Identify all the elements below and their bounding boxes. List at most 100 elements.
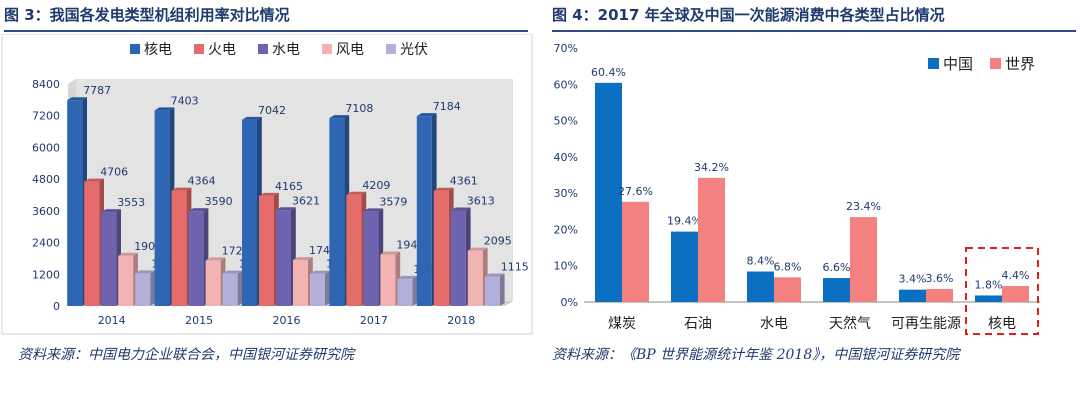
legend-label: 光伏 (400, 42, 428, 58)
bar-top (188, 208, 209, 212)
legend-swatch (258, 44, 268, 54)
legend-swatch (386, 44, 396, 54)
data-label: 60.4% (591, 66, 626, 79)
bar (467, 250, 483, 306)
data-label: 7184 (433, 100, 461, 113)
bar-side (150, 270, 155, 306)
x-tick-label: 2015 (185, 314, 213, 327)
data-label: 3590 (205, 195, 233, 208)
bar-top (154, 107, 175, 111)
data-label: 34.2% (694, 161, 729, 174)
legend-swatch (130, 44, 140, 54)
y-tick-label: 8400 (32, 78, 60, 91)
bar (1002, 286, 1029, 302)
y-tick-label: 3600 (32, 205, 60, 218)
bar (276, 210, 291, 306)
bar-top (329, 115, 350, 119)
data-label: 1.8% (975, 278, 1003, 291)
data-label: 3621 (292, 194, 320, 207)
data-label: 3553 (117, 196, 145, 209)
bar-top (84, 178, 104, 182)
y-tick-label: 40% (554, 151, 578, 164)
bar (101, 212, 117, 306)
x-tick-label: 2018 (447, 314, 475, 327)
y-tick-label: 4800 (32, 173, 60, 186)
x-tick-label: 石油 (684, 316, 712, 332)
data-label: 23.4% (846, 200, 881, 213)
bar-top (135, 270, 155, 274)
bar (747, 271, 774, 302)
y-tick-label: 20% (554, 223, 578, 236)
data-label: 3.4% (899, 273, 927, 286)
data-label: 6.8% (774, 260, 802, 273)
bar (899, 289, 926, 302)
bar (622, 201, 649, 302)
x-tick-label: 煤炭 (608, 316, 636, 332)
y-tick-label: 10% (554, 260, 578, 273)
legend-label: 水电 (272, 42, 300, 58)
bar (380, 254, 396, 306)
x-tick-label: 可再生能源 (891, 316, 961, 332)
bar (774, 277, 801, 302)
bar (926, 288, 953, 302)
y-tick-label: 0% (561, 296, 578, 309)
bar-side (325, 270, 330, 306)
data-label: 8.4% (747, 255, 775, 268)
data-label: 3613 (467, 195, 495, 208)
data-label: 7403 (171, 94, 199, 107)
x-tick-label: 水电 (760, 316, 788, 332)
bar (222, 273, 238, 306)
energy-share-chart: 0% 10% 20% 30% 40% 50% 60% 70% 中国 世界 60.4% 27.6% 煤炭 1… (554, 42, 1040, 335)
data-label: 4165 (275, 180, 303, 193)
bar-top (259, 192, 279, 196)
bar (188, 211, 204, 306)
bar-side (499, 273, 505, 306)
bar (433, 190, 449, 306)
y-tick-label: 50% (554, 115, 578, 128)
bar-top (433, 187, 454, 191)
right-title-rule (552, 30, 1076, 32)
bar-side (237, 270, 243, 306)
bar (595, 82, 622, 302)
bar (823, 278, 850, 302)
bar (698, 177, 725, 302)
bar-top (450, 207, 471, 211)
bar (205, 260, 221, 306)
bar-top (380, 251, 401, 255)
bar (242, 119, 257, 306)
legend-label: 火电 (208, 42, 236, 58)
x-tick-label: 2014 (98, 314, 126, 327)
left-title-rule (4, 30, 528, 32)
legend-label: 世界 (1005, 55, 1035, 73)
bar-top (67, 97, 87, 101)
bar-top (293, 256, 313, 260)
y-tick-label: 2400 (32, 237, 60, 250)
bar (397, 278, 413, 306)
bar (329, 118, 345, 306)
bar (171, 190, 187, 306)
data-label: 1115 (501, 261, 529, 274)
bar-top (222, 270, 243, 274)
legend-label: 中国 (943, 55, 973, 73)
bar (450, 210, 466, 306)
bar-top (276, 207, 296, 211)
bar-top (171, 187, 192, 191)
data-label: 3579 (379, 195, 407, 208)
bar (118, 255, 134, 306)
left-figure-title: 图 3：我国各发电类型机组利用率对比情况 (4, 6, 290, 24)
data-label: 27.6% (618, 185, 653, 198)
bar (850, 217, 877, 302)
bar (363, 211, 379, 306)
bar-top (242, 116, 262, 120)
bar (154, 110, 170, 306)
bar-side (412, 275, 418, 306)
legend-swatch (194, 44, 204, 54)
legend-swatch (928, 58, 939, 69)
bar-top (310, 270, 330, 274)
bar-top (346, 191, 367, 195)
y-tick-label: 70% (554, 42, 578, 55)
data-label: 7108 (345, 102, 373, 115)
data-label: 4209 (362, 179, 390, 192)
bar-top (484, 273, 505, 277)
data-label: 19.4% (667, 215, 702, 228)
